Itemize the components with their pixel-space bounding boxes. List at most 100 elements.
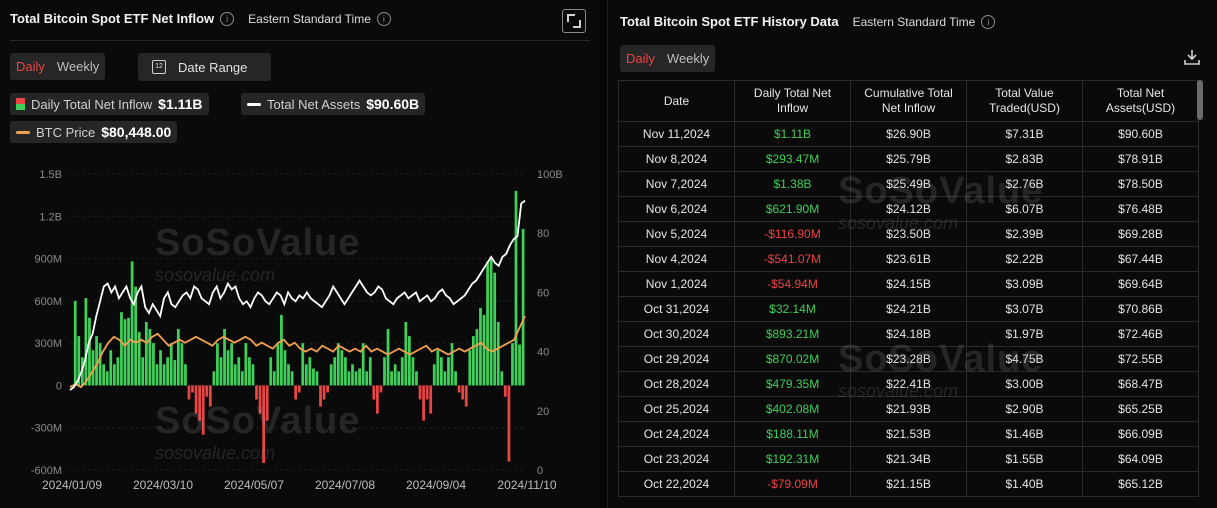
tab-daily[interactable]: Daily [16, 59, 45, 74]
inflow-bar [162, 364, 166, 386]
table-cell: $2.90B [966, 396, 1083, 422]
inflow-bar [198, 385, 202, 421]
column-header[interactable]: Total Net Assets(USD) [1082, 80, 1199, 122]
table-cell: $72.46B [1082, 321, 1199, 347]
column-header[interactable]: Total Value Traded(USD) [966, 80, 1083, 122]
table-cell: $1.40B [966, 471, 1083, 497]
inflow-bar [194, 385, 198, 414]
table-row: Nov 6,2024 $621.90M $24.12B $6.07B $76.48B [618, 196, 1199, 222]
inflow-bar [134, 286, 138, 386]
line-swatch-icon [16, 130, 30, 134]
inflow-bar [400, 357, 404, 386]
date-range-label: Date Range [178, 59, 248, 75]
column-header[interactable]: Date [618, 80, 735, 122]
y-right-tick-label: 80 [537, 228, 549, 240]
inflow-bar [404, 322, 408, 386]
inflow-bar [109, 350, 113, 386]
column-header[interactable]: Cumulative Total Net Inflow [850, 80, 967, 122]
fullscreen-icon[interactable] [562, 9, 586, 33]
table-cell: Oct 24,2024 [618, 421, 735, 447]
table-row: Oct 31,2024 $32.14M $24.21B $3.07B $70.86B [618, 296, 1199, 322]
inflow-bar [496, 322, 500, 386]
table-row: Nov 11,2024 $1.11B $26.90B $7.31B $90.60B [618, 121, 1199, 147]
table-cell: Nov 8,2024 [618, 146, 735, 172]
inflow-bar [443, 371, 447, 386]
table-cell: $24.21B [850, 296, 967, 322]
right-title-row: Total Bitcoin Spot ETF History Data East… [620, 14, 996, 29]
timezone-info-icon[interactable]: i [981, 14, 996, 29]
inflow-bar [116, 357, 120, 386]
inflow-bar [383, 357, 386, 386]
inflow-bar [219, 357, 223, 386]
chart-title: Total Bitcoin Spot ETF Net Inflow [10, 11, 215, 26]
legend-btc[interactable]: BTC Price $80,448.00 [10, 121, 178, 143]
table-cell: $188.11M [734, 421, 851, 447]
timezone-info-icon[interactable]: i [376, 11, 391, 26]
inflow-bar [180, 343, 184, 386]
inflow-bar [347, 371, 351, 386]
table-cell: $66.09B [1082, 421, 1199, 447]
table-cell: $2.76B [966, 171, 1083, 197]
inflow-bar [102, 364, 106, 386]
inflow-bar [411, 357, 415, 386]
divider [10, 40, 590, 41]
date-range-button[interactable]: 12 Date Range [138, 53, 271, 81]
table-row: Nov 7,2024 $1.38B $25.49B $2.76B $78.50B [618, 171, 1199, 197]
inflow-bar [368, 357, 372, 386]
column-header[interactable]: Daily Total Net Inflow [734, 80, 851, 122]
inflow-bar [336, 343, 340, 386]
x-tick-label: 2024/01/09 [42, 478, 102, 492]
table-cell: Nov 11,2024 [618, 121, 735, 147]
inflow-bar [500, 371, 504, 386]
info-icon[interactable]: i [220, 11, 235, 26]
legend-assets[interactable]: Total Net Assets $90.60B [241, 93, 426, 115]
inflow-bar [482, 314, 486, 386]
inflow-bar [148, 329, 152, 386]
inflow-bar [304, 364, 308, 386]
inflow-bar [73, 300, 77, 386]
inflow-bar [461, 385, 465, 400]
inflow-bar [475, 329, 479, 386]
inflow-bar [422, 385, 425, 421]
inflow-bar [507, 385, 511, 462]
table-cell: $3.00B [966, 371, 1083, 397]
table-cell: $25.49B [850, 171, 967, 197]
inflow-bar [244, 343, 248, 386]
table-cell: $78.50B [1082, 171, 1199, 197]
tab-weekly[interactable]: Weekly [56, 59, 100, 74]
inflow-bar [489, 258, 493, 386]
table-cell: -$54.94M [734, 271, 851, 297]
inflow-bar [354, 371, 358, 386]
download-icon[interactable] [1184, 49, 1200, 65]
timezone-label: Eastern Standard Time [852, 14, 976, 29]
inflow-bar [137, 331, 141, 386]
inflow-bar [191, 385, 194, 393]
table-row: Nov 5,2024 -$116.90M $23.50B $2.39B $69.28B [618, 221, 1199, 247]
legend-inflow[interactable]: Daily Total Net Inflow $1.11B [10, 93, 209, 115]
inflow-bar [127, 317, 130, 386]
inflow-bar [301, 343, 305, 386]
inflow-bar [258, 385, 262, 414]
inflow-bar [201, 385, 205, 435]
inflow-bar [514, 190, 518, 386]
tab-daily[interactable]: Daily [626, 51, 655, 66]
table-cell: $25.79B [850, 146, 967, 172]
table-cell: $23.28B [850, 346, 967, 372]
inflow-bar [521, 228, 525, 386]
inflow-bar [407, 336, 411, 386]
x-tick-label: 2024/09/04 [406, 478, 466, 492]
y-right-tick-label: 60 [537, 287, 549, 299]
inflow-bar [319, 385, 322, 407]
table-cell: $621.90M [734, 196, 851, 222]
table-cell: $24.12B [850, 196, 967, 222]
inflow-bar [471, 336, 475, 386]
inflow-bar [248, 357, 251, 386]
scrollbar[interactable] [1197, 80, 1203, 120]
tab-weekly[interactable]: Weekly [666, 51, 710, 66]
left-period-toggle: Daily Weekly [10, 53, 106, 80]
net-inflow-chart[interactable]: 1.5B 1.2B 900M 600M 300M 0 -300M -600M 100B 80 60 4… [0, 160, 600, 500]
inflow-bar [454, 371, 457, 386]
inflow-bar [159, 350, 162, 386]
table-cell: Oct 25,2024 [618, 396, 735, 422]
inflow-bar [297, 385, 301, 393]
